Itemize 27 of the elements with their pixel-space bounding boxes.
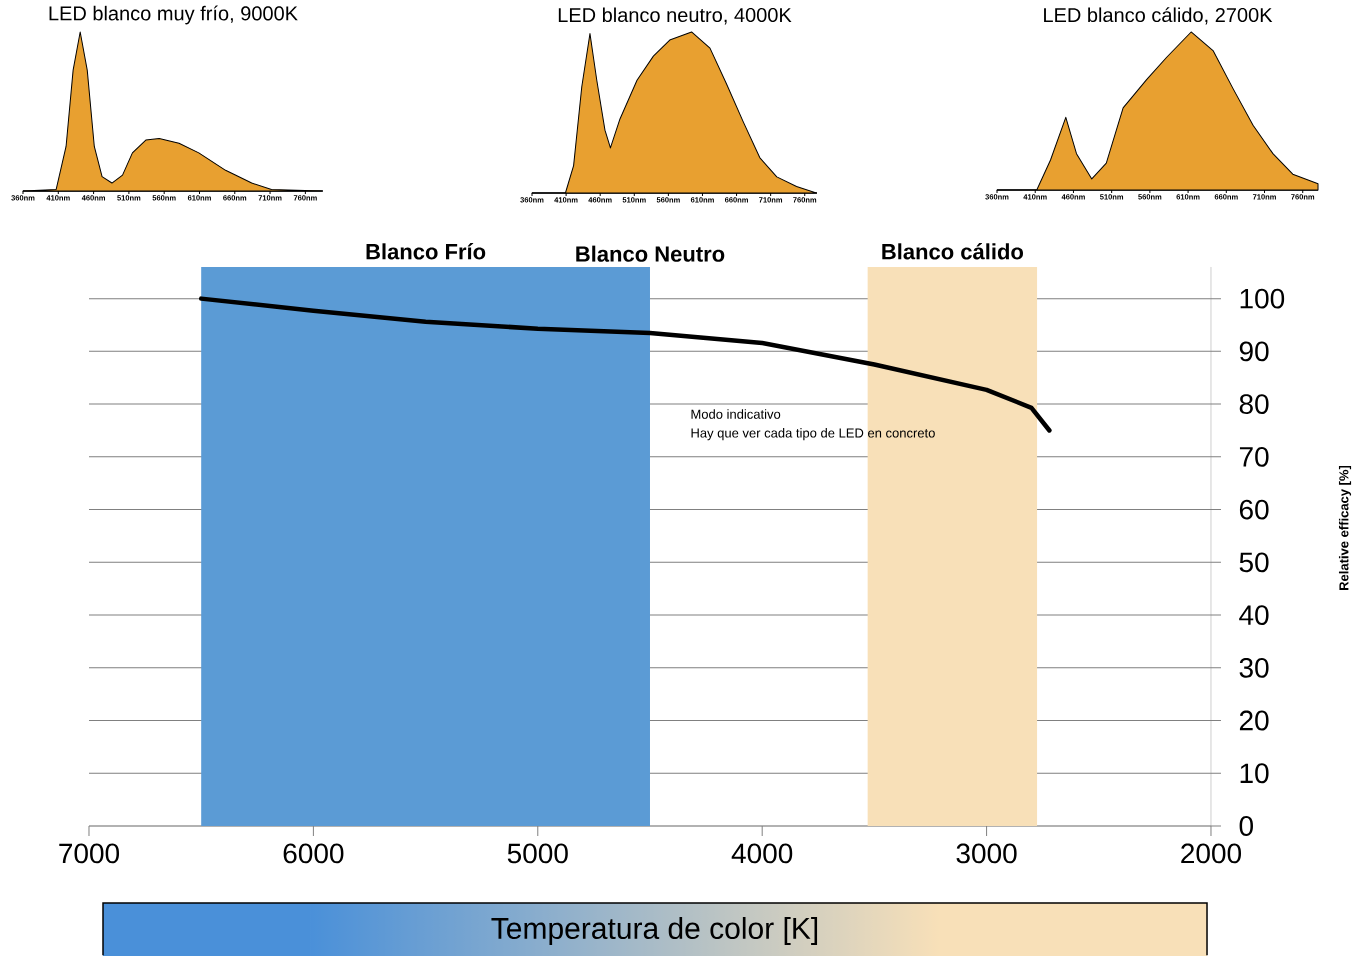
y-tick-label: 0 [1239,816,1253,836]
band-label: Blanco cálido [882,243,1023,260]
chart-title: LED blanco neutro, 4000K [558,7,792,25]
chart-title: LED blanco muy frío, 9000K [49,5,298,25]
y-axis-title: Relative efficacy [%] [1338,465,1352,590]
y-tick-label: 50 [1239,552,1269,573]
y-tick-label: 90 [1239,341,1269,362]
annotation: Hay que ver cada tipo de LED en concreto [691,428,935,441]
y-tick-label: 30 [1239,657,1269,678]
text: Blanco Neutro [576,245,725,262]
band-label: Blanco Frío [366,243,486,260]
y-tick-label: 100 [1240,288,1285,309]
x-tick-label: 3000 [956,843,1017,864]
y-tick-label: 80 [1239,394,1269,415]
y-tick-label: 70 [1239,446,1269,467]
x-tick-label: 4000 [731,843,793,864]
x-axis-title: Temperatura de color [K] [491,917,818,945]
chart-title: LED blanco cálido, 2700K [1044,7,1273,25]
x-tick-label: 7000 [59,843,120,864]
annotation: Modo indicativo [691,409,781,419]
y-tick-label: 60 [1239,499,1269,520]
x-tick-label: 6000 [283,843,344,864]
y-tick-label: 40 [1239,605,1269,625]
y-tick-label: 20 [1239,710,1269,731]
x-tick-label: 5000 [507,843,568,864]
x-tick-label: 2000 [1181,843,1242,864]
y-tick-label: 10 [1240,763,1269,784]
